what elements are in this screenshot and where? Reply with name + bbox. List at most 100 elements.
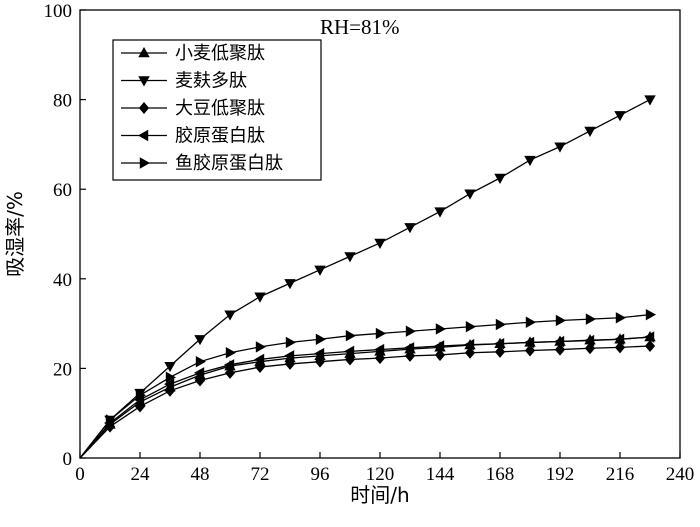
y-tick-label: 100 [44,1,73,22]
data-point [345,329,356,342]
y-tick-label: 40 [53,270,72,291]
series-line [79,336,651,459]
data-point [314,355,326,368]
data-point [375,327,386,340]
legend-entry: 小麦低聚肽 [121,43,265,64]
x-tick-label: 168 [486,464,515,485]
data-point [465,321,476,333]
legend-label: 大豆低聚肽 [175,98,265,119]
data-point [554,335,565,348]
data-point [614,111,626,122]
series-5 [79,308,656,459]
rh-annotation: RH=81% [320,15,400,39]
data-point [135,389,146,401]
legend-label: 小麦低聚肽 [175,43,265,64]
series-line [79,99,651,459]
data-point [494,173,506,184]
data-point [494,338,505,350]
data-point [224,310,236,321]
data-point [224,366,236,379]
data-point [555,314,566,327]
series-3 [79,340,656,459]
x-tick-label: 72 [251,464,270,485]
data-point [614,341,626,354]
data-point [644,331,655,343]
data-point [374,343,385,356]
legend-label: 麦麸多肽 [175,71,247,92]
y-tick-label: 0 [63,449,73,470]
data-point [194,367,205,379]
data-point [404,223,416,234]
x-tick-label: 96 [311,464,330,485]
data-point [434,348,446,361]
data-point [524,155,536,167]
data-point [495,318,506,331]
data-point [164,378,175,390]
data-point [434,340,445,352]
data-point [315,333,326,345]
series-line [79,345,651,459]
data-point [165,371,176,384]
data-point [404,342,415,354]
data-point [254,353,265,366]
data-point [284,279,296,290]
legend-label: 胶原蛋白肽 [175,126,265,147]
data-point [374,352,386,365]
data-point [285,336,296,349]
data-point [344,345,355,358]
legend-marker [138,102,150,114]
data-point [344,252,356,263]
data-point [254,292,266,303]
data-point [464,189,476,200]
data-point [225,347,236,359]
legend-marker [138,47,150,58]
data-point [314,347,325,360]
data-point [494,345,506,358]
data-point [374,238,386,249]
data-point [195,355,206,368]
x-axis-label: 时间/h [350,483,409,507]
legend-label: 鱼胶原蛋白肽 [175,153,283,174]
legend-entry: 麦麸多肽 [121,71,247,92]
legend-marker [138,76,150,87]
data-point [525,316,536,328]
x-tick-label: 240 [666,464,695,485]
data-point [105,414,116,426]
data-point [194,335,206,346]
data-point [554,142,566,153]
data-point [615,312,626,324]
data-point [405,325,416,337]
y-tick-label: 20 [53,359,72,380]
data-point [644,340,656,352]
series-layer [79,95,656,459]
data-point [314,265,326,276]
data-point [524,336,535,349]
data-point [224,359,235,371]
y-axis: 0 20 40 60 80 100 [44,1,86,470]
data-point [524,344,536,357]
data-point [554,343,566,356]
x-tick-label: 192 [546,464,575,485]
data-point [404,349,416,362]
data-point [344,353,356,366]
data-point [255,341,266,353]
data-point [464,346,476,359]
data-point [584,126,596,137]
data-point [435,323,446,335]
legend-box [112,39,322,181]
data-point [584,334,595,347]
x-tick-label: 216 [606,464,635,485]
data-point [104,420,116,433]
series-4 [79,331,655,459]
x-tick-label: 144 [426,464,455,485]
data-point [644,95,656,106]
data-point [585,313,596,325]
x-tick-label: 24 [131,464,151,485]
legend-marker [139,157,150,169]
series-line [79,336,651,459]
data-point [164,361,176,373]
x-tick-label: 48 [191,464,210,485]
data-point [284,350,295,362]
